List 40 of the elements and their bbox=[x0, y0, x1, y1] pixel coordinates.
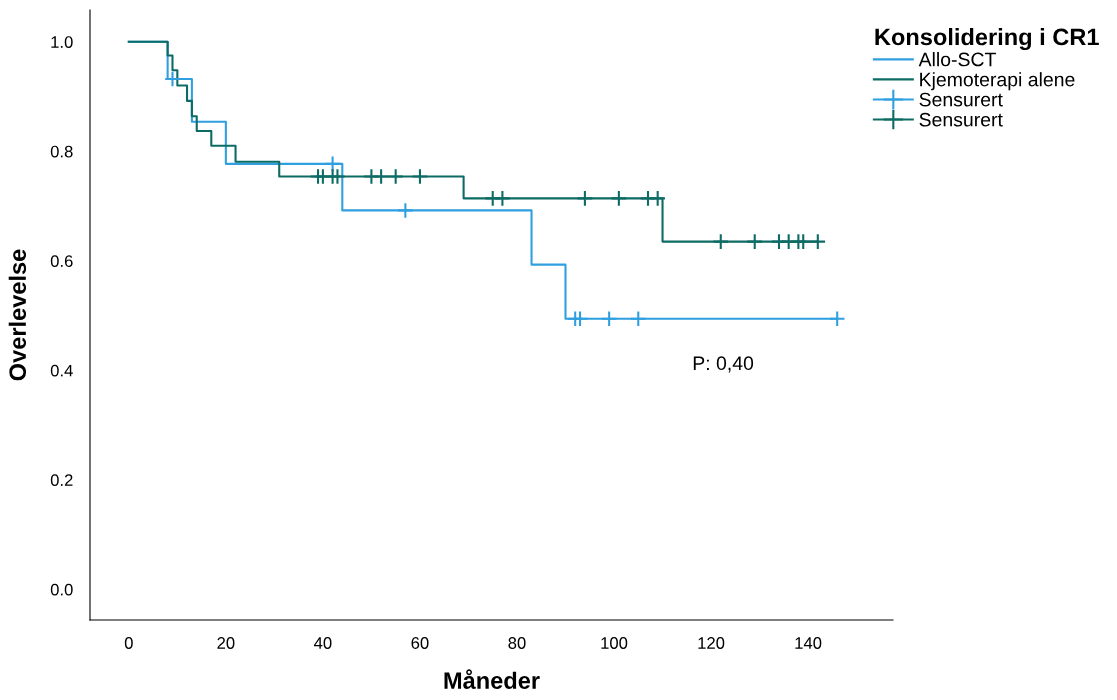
legend-label: Kjemoterapi alene bbox=[920, 72, 1075, 91]
point bbox=[610, 190, 628, 207]
point bbox=[164, 70, 181, 88]
x-tick-label: 60 bbox=[411, 637, 429, 649]
x-tick-label: 100 bbox=[601, 637, 628, 649]
x-tick-label: 0 bbox=[124, 637, 133, 649]
x-axis-title: Måneder bbox=[444, 669, 540, 689]
legend-label: Sensurert bbox=[919, 112, 1003, 127]
point bbox=[576, 190, 594, 207]
point bbox=[629, 310, 647, 328]
legend-label: Sensurert bbox=[919, 92, 1003, 107]
y-tick-label: 0.8 bbox=[50, 145, 73, 158]
point bbox=[809, 233, 827, 250]
point bbox=[387, 168, 404, 185]
point bbox=[571, 310, 589, 328]
annotation: P: 0,40 bbox=[693, 356, 754, 373]
point bbox=[649, 190, 666, 207]
point bbox=[397, 202, 414, 219]
point bbox=[712, 233, 730, 250]
point bbox=[411, 168, 429, 185]
x-tick-label: 140 bbox=[795, 637, 822, 649]
point bbox=[372, 168, 390, 185]
y-axis-title: Overlevelse bbox=[8, 249, 27, 381]
point bbox=[329, 168, 346, 185]
x-tick-label: 40 bbox=[314, 637, 332, 649]
y-tick-label: 0.0 bbox=[50, 583, 73, 596]
point bbox=[746, 233, 764, 250]
point bbox=[600, 310, 618, 328]
y-tick-label: 1.0 bbox=[51, 36, 73, 48]
legend-label: Allo-SCT bbox=[918, 52, 996, 67]
x-tick-label: 120 bbox=[698, 637, 725, 649]
x-tick-label: 80 bbox=[508, 637, 526, 649]
y-tick-label: 0.6 bbox=[50, 255, 73, 267]
y-tick-label: 0.4 bbox=[50, 364, 73, 377]
legend-title: Konsolidering i CR1 bbox=[875, 28, 1099, 51]
point bbox=[828, 310, 846, 328]
x-tick-label: 20 bbox=[217, 637, 235, 649]
point bbox=[494, 190, 511, 207]
y-tick-label: 0.2 bbox=[50, 474, 73, 487]
point bbox=[794, 233, 812, 250]
